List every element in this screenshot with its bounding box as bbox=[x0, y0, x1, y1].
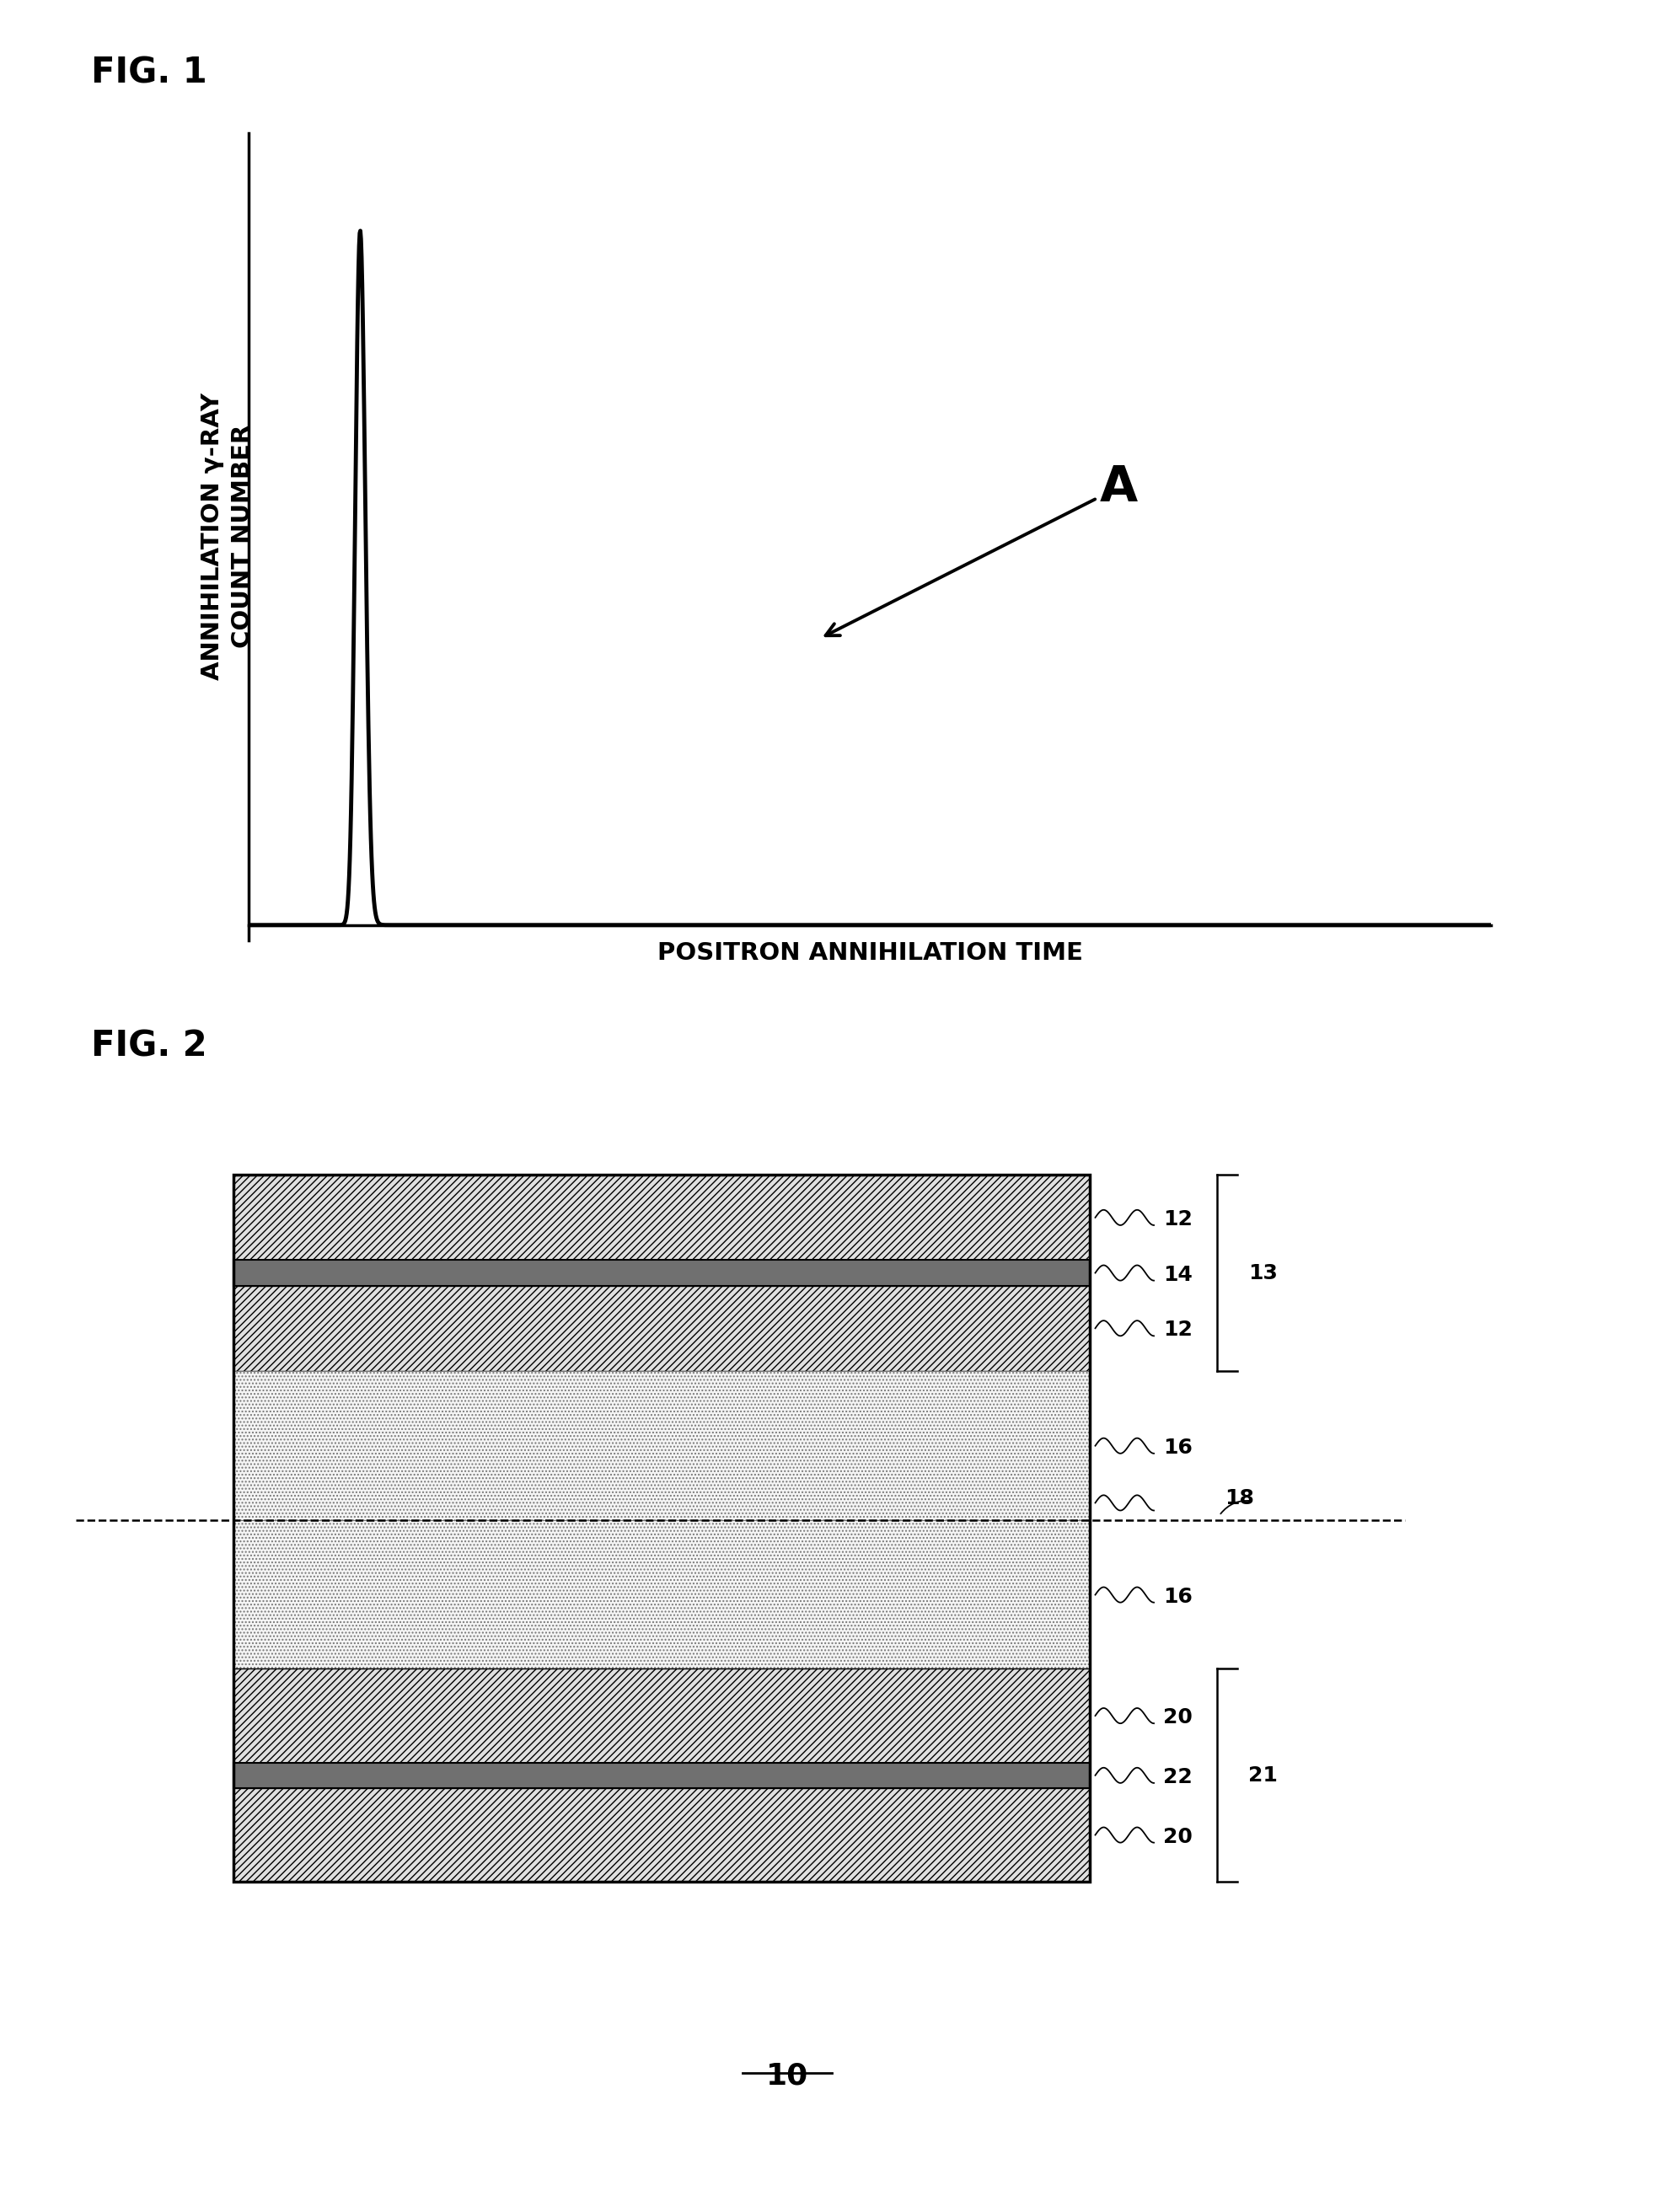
Bar bbox=[234, 1175, 1090, 1261]
Bar bbox=[234, 1763, 1090, 1787]
Text: 12: 12 bbox=[1163, 1210, 1193, 1230]
Text: A: A bbox=[825, 462, 1137, 635]
Text: 21: 21 bbox=[1248, 1765, 1278, 1785]
Text: 16: 16 bbox=[1163, 1438, 1193, 1458]
Text: 20: 20 bbox=[1163, 1708, 1193, 1728]
Y-axis label: ANNIHILATION γ-RAY
COUNT NUMBER: ANNIHILATION γ-RAY COUNT NUMBER bbox=[200, 394, 255, 679]
Text: 16: 16 bbox=[1163, 1586, 1193, 1606]
Text: 10: 10 bbox=[766, 2062, 809, 2090]
Bar bbox=[234, 1175, 1090, 1882]
X-axis label: POSITRON ANNIHILATION TIME: POSITRON ANNIHILATION TIME bbox=[658, 942, 1082, 964]
Text: FIG. 2: FIG. 2 bbox=[91, 1029, 207, 1064]
Text: 18: 18 bbox=[1225, 1489, 1254, 1509]
Text: 22: 22 bbox=[1163, 1767, 1191, 1787]
Text: FIG. 1: FIG. 1 bbox=[91, 55, 207, 91]
Text: 20: 20 bbox=[1163, 1827, 1193, 1847]
Bar bbox=[234, 1520, 1090, 1668]
Bar bbox=[234, 1371, 1090, 1520]
Text: 12: 12 bbox=[1163, 1321, 1193, 1340]
Bar bbox=[234, 1668, 1090, 1763]
Text: 13: 13 bbox=[1248, 1263, 1278, 1283]
Bar bbox=[234, 1285, 1090, 1371]
Text: 14: 14 bbox=[1163, 1265, 1193, 1285]
Bar bbox=[234, 1261, 1090, 1285]
Bar bbox=[234, 1787, 1090, 1882]
